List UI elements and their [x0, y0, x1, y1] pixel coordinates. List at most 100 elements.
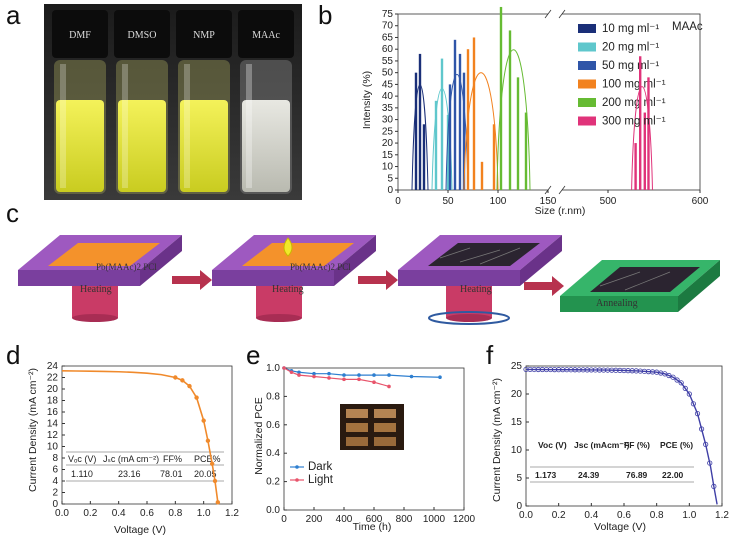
f-x-tick-label: 0.2 — [552, 510, 566, 521]
b-y-tick-label: 35 — [382, 103, 394, 114]
f-x-tick-label: 0.6 — [617, 510, 631, 521]
panel-label-c: c — [6, 198, 19, 228]
e-series-point — [387, 373, 391, 377]
f-jv-point — [698, 426, 705, 432]
f-table-value-ff: 76.89 — [626, 470, 648, 480]
b-y-tick-label: 0 — [387, 185, 393, 196]
d-x-tick-label: 1.2 — [225, 508, 239, 519]
step-1-substrate-label: Pb(MAAc)2 PCl — [96, 262, 157, 272]
vial-label-dmf: DMF — [69, 30, 91, 41]
f-jv-point — [678, 380, 684, 386]
d-jv-point — [180, 378, 185, 383]
f-xlabel: Voltage (V) — [594, 521, 646, 533]
b-break-mark — [544, 9, 552, 19]
device-photo — [340, 404, 404, 450]
f-table-header-pce: PCE (%) — [660, 440, 693, 450]
b-legend-label: 100 mg ml⁻¹ — [602, 79, 666, 91]
e-legend-label: Light — [308, 474, 334, 486]
d-x-tick-label: 0.2 — [83, 508, 97, 519]
b-y-tick-label: 45 — [382, 79, 394, 90]
d-ylabel: Current Density (mA cm⁻²) — [27, 368, 39, 492]
b-y-tick-label: 40 — [382, 91, 394, 102]
b-axis-break-top — [548, 10, 562, 18]
d-table-value-ff: 78.01 — [160, 469, 183, 479]
step-3-heating: Heating — [398, 235, 562, 325]
f-jv-point — [690, 401, 697, 407]
d-y-tick-label: 12 — [47, 430, 59, 441]
step-4-base-label: Annealing — [596, 298, 638, 309]
d-x-tick-label: 0.0 — [55, 508, 69, 519]
b-legend-swatch — [578, 61, 596, 70]
d-table-value-pce: 20.05 — [194, 469, 217, 479]
b-legend-label: 20 mg ml⁻¹ — [602, 42, 659, 54]
b-bar — [462, 72, 466, 190]
b-xlabel: Size (r.nm) — [535, 205, 586, 217]
e-series-point — [312, 371, 316, 376]
b-break-mark — [558, 185, 566, 195]
b-y-tick-label: 10 — [382, 162, 394, 173]
e-x-tick-label: 0 — [281, 514, 287, 525]
stability-chart: Normalized PCE Time (h) 0 200 400 600 800 100… — [253, 363, 476, 533]
b-x-tick-label: 150 — [540, 196, 557, 207]
f-x-tick-label: 1.2 — [715, 510, 729, 521]
b-bar — [458, 53, 462, 190]
f-y-tick-label: 10 — [511, 445, 523, 456]
d-y-tick-label: 0 — [52, 499, 58, 510]
f-table-header-ff: FF (%) — [624, 440, 650, 450]
d-y-tick-label: 6 — [52, 465, 58, 476]
f-jv-point — [674, 377, 680, 383]
step-2-base-label: Heating — [272, 284, 304, 295]
b-x-tick-label: 600 — [692, 196, 709, 207]
b-bar — [508, 30, 512, 190]
b-bar — [516, 77, 520, 190]
dls-chart: Intensity (%) Size (r.nm) MAAc 0 50 100 150… — [361, 6, 709, 217]
b-y-tick-label: 75 — [382, 9, 394, 20]
e-series-point — [327, 376, 331, 380]
b-y-tick-label: 25 — [382, 126, 394, 137]
b-legend-swatch — [578, 79, 596, 89]
d-y-tick-label: 16 — [47, 407, 59, 418]
e-series-point — [342, 377, 346, 382]
f-table-header-voc: Voc (V) — [538, 440, 567, 450]
e-series-point — [372, 380, 376, 385]
b-bar — [440, 58, 444, 190]
d-y-tick-label: 20 — [47, 384, 59, 395]
d-jv-point — [173, 375, 178, 380]
f-y-tick-label: 5 — [516, 473, 522, 484]
e-series-point — [312, 374, 316, 379]
e-series-point — [297, 373, 301, 377]
b-bar — [634, 143, 637, 190]
d-y-tick-label: 10 — [47, 442, 59, 453]
e-ylabel: Normalized PCE — [253, 397, 265, 475]
e-xlabel: Time (h) — [353, 521, 392, 533]
b-x-tick-label: 100 — [490, 196, 507, 207]
e-x-tick-label: 800 — [396, 514, 413, 525]
step-1-heating: Pb(MAAc)2 PCl Heating — [18, 235, 182, 322]
f-x-tick-label: 0.4 — [584, 510, 598, 521]
b-bar — [492, 124, 496, 190]
f-table-value-pce: 22.00 — [662, 470, 684, 480]
d-jv-point — [201, 418, 206, 423]
b-y-tick-label: 60 — [382, 44, 394, 55]
e-x-tick-label: 1000 — [423, 514, 446, 525]
b-series-envelope — [496, 49, 531, 191]
b-y-tick-label: 50 — [382, 68, 394, 79]
vial-label-dmso: DMSO — [128, 30, 157, 41]
b-legend-label: 50 mg ml⁻¹ — [602, 60, 659, 72]
arrow-2-icon — [358, 270, 398, 290]
b-y-tick-label: 70 — [382, 21, 394, 32]
f-y-tick-label: 0 — [516, 501, 522, 512]
f-jv-point — [682, 385, 688, 391]
b-series-envelope — [411, 84, 429, 191]
d-y-tick-label: 2 — [52, 488, 58, 499]
b-ylabel: Intensity (%) — [361, 71, 373, 129]
b-bar — [639, 56, 642, 190]
b-y-tick-label: 65 — [382, 32, 394, 43]
d-jv-point — [209, 461, 215, 466]
d-y-tick-label: 14 — [47, 419, 59, 430]
e-series-point — [342, 373, 346, 377]
b-x-tick-label: 50 — [442, 196, 454, 207]
vial-dmf: DMF — [52, 10, 108, 194]
vial-nmp: NMP — [176, 10, 232, 194]
f-y-tick-label: 20 — [511, 389, 523, 400]
